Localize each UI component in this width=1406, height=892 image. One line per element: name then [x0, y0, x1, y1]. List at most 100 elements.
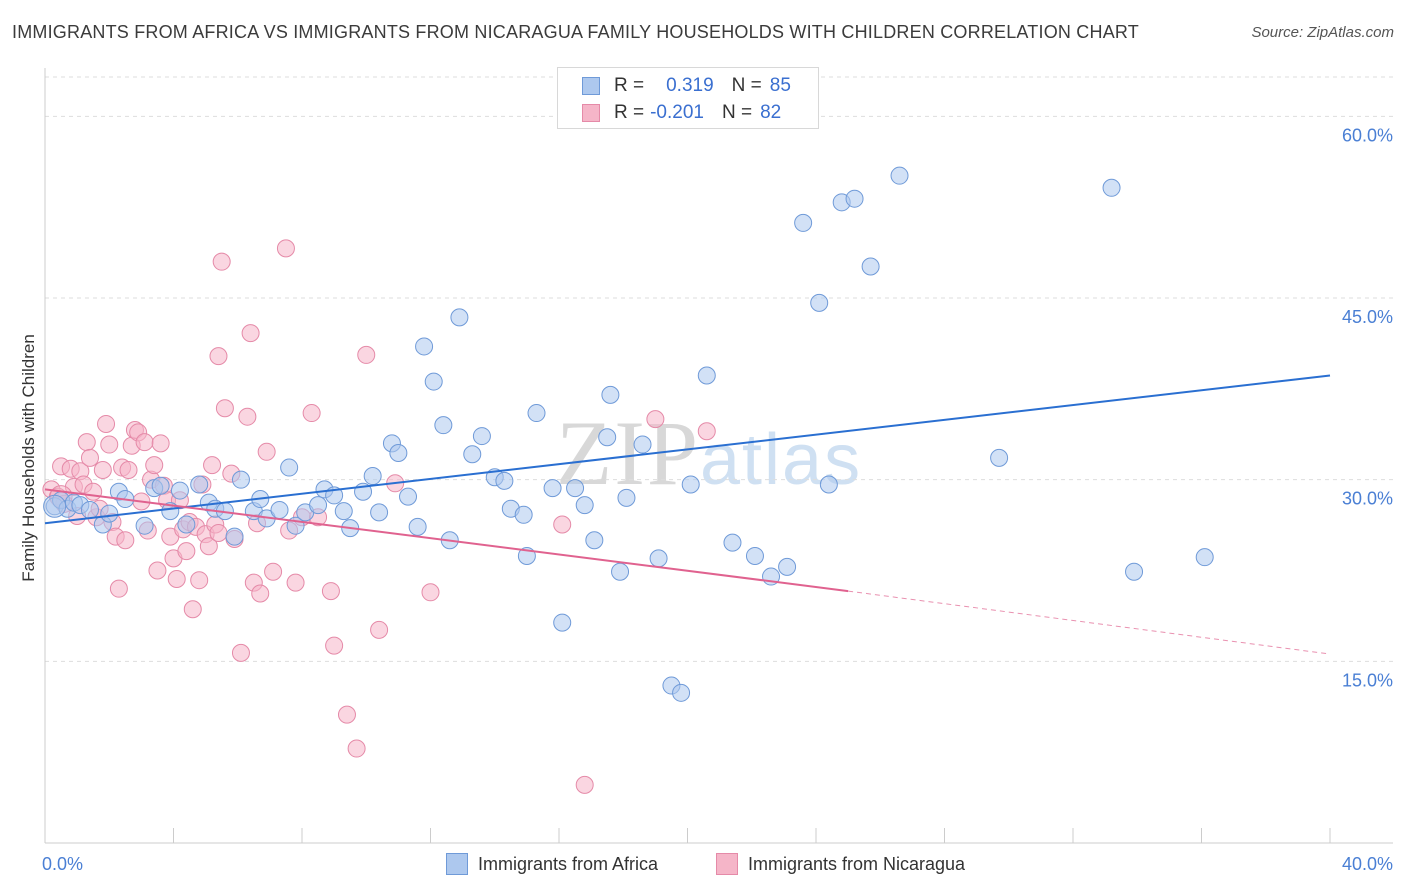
legend-r-label: R = — [614, 75, 645, 96]
data-point-africa — [170, 481, 189, 500]
x-tick-label: 0.0% — [42, 854, 83, 874]
grid-lines — [45, 76, 1393, 662]
data-point-africa — [135, 516, 154, 535]
legend-item-nicaragua[interactable]: Immigrants from Nicaragua — [716, 853, 965, 875]
data-point-nicaragua — [286, 573, 305, 592]
legend-r-value: -0.201 — [650, 102, 704, 123]
data-point-nicaragua — [553, 515, 572, 534]
data-point-africa — [649, 549, 668, 568]
data-point-africa — [672, 683, 691, 702]
data-point-africa — [80, 500, 99, 519]
trend-lines — [44, 374, 1331, 655]
data-point-nicaragua — [697, 422, 716, 441]
legend-n-label: N = — [721, 102, 753, 123]
data-point-africa — [177, 515, 196, 534]
axes — [44, 68, 1393, 844]
data-point-nicaragua — [167, 569, 186, 588]
axis-labels: 15.0% 30.0% 45.0% 60.0% 0.0% 40.0% Family Hous… — [19, 125, 1393, 874]
data-point-africa — [1125, 562, 1144, 581]
data-point-africa — [745, 546, 764, 565]
legend-label-africa: Immigrants from Africa — [478, 853, 659, 874]
data-point-nicaragua — [209, 523, 228, 542]
data-point-africa — [434, 416, 453, 435]
data-point-nicaragua — [84, 482, 103, 501]
legend-label-nicaragua: Immigrants from Nicaragua — [748, 853, 966, 874]
data-point-africa — [1102, 178, 1121, 197]
legend-item-africa[interactable]: Immigrants from Africa — [446, 853, 658, 875]
data-point-africa — [778, 557, 797, 576]
legend-r-label: R = — [614, 102, 645, 123]
data-point-africa — [450, 308, 469, 327]
data-point-nicaragua — [575, 775, 594, 794]
data-point-nicaragua — [100, 435, 119, 454]
legend-swatch-africa — [582, 77, 600, 95]
legend-n-label: N = — [731, 75, 762, 96]
data-point-africa — [527, 404, 546, 423]
legend-stats: R = 0.319 N = 85 R = -0.201 N = 82 — [557, 67, 819, 129]
data-point-nicaragua — [337, 705, 356, 724]
data-point-nicaragua — [212, 252, 231, 271]
legend-swatch-africa — [446, 853, 468, 875]
data-point-africa — [424, 372, 443, 391]
y-tick-label: 30.0% — [1342, 489, 1393, 509]
legend-r-value: 0.319 — [666, 75, 714, 96]
data-point-africa — [334, 502, 353, 521]
legend-n-value: 82 — [760, 102, 782, 123]
data-point-africa — [845, 189, 864, 208]
legend-row-africa: R = 0.319 N = 85 — [582, 73, 791, 99]
series-africa-points — [43, 166, 1214, 702]
data-point-nicaragua — [148, 561, 167, 580]
data-point-africa — [408, 517, 427, 536]
data-point-africa — [810, 293, 829, 312]
data-point-nicaragua — [241, 324, 260, 343]
data-point-africa — [495, 471, 514, 490]
source-label: Source: ZipAtlas.com — [1251, 24, 1394, 41]
data-point-nicaragua — [276, 239, 295, 258]
data-point-nicaragua — [370, 620, 389, 639]
data-point-nicaragua — [109, 579, 128, 598]
data-point-africa — [415, 337, 434, 356]
data-point-africa — [617, 488, 636, 507]
data-point-nicaragua — [646, 410, 665, 429]
legend-swatch-nicaragua — [582, 104, 600, 122]
data-point-africa — [309, 496, 328, 515]
legend-row-nicaragua: R = -0.201 N = 82 — [582, 100, 781, 126]
data-point-africa — [601, 385, 620, 404]
data-point-nicaragua — [421, 583, 440, 602]
data-point-nicaragua — [264, 562, 283, 581]
data-point-africa — [819, 475, 838, 494]
y-tick-label: 45.0% — [1342, 307, 1393, 327]
data-point-africa — [543, 479, 562, 498]
data-point-africa — [585, 531, 604, 550]
y-tick-label: 15.0% — [1342, 670, 1393, 690]
data-point-africa — [100, 504, 119, 523]
data-point-nicaragua — [145, 456, 164, 475]
data-point-nicaragua — [80, 448, 99, 467]
data-point-nicaragua — [116, 531, 135, 550]
data-point-africa — [43, 494, 67, 518]
data-point-africa — [472, 427, 491, 446]
data-point-africa — [890, 166, 909, 185]
y-tick-label: 60.0% — [1342, 125, 1393, 145]
chart-title: IMMIGRANTS FROM AFRICA VS IMMIGRANTS FRO… — [12, 22, 1139, 42]
data-point-nicaragua — [238, 407, 257, 426]
data-point-africa — [611, 562, 630, 581]
data-point-africa — [399, 487, 418, 506]
legend-n-value: 85 — [769, 75, 791, 96]
data-point-africa — [514, 505, 533, 524]
data-point-africa — [161, 502, 180, 521]
data-point-africa — [723, 533, 742, 552]
data-point-africa — [575, 496, 594, 515]
legend-swatch-nicaragua — [716, 853, 738, 875]
data-point-nicaragua — [347, 739, 366, 758]
data-point-nicaragua — [177, 542, 196, 561]
data-point-africa — [151, 476, 170, 495]
data-point-nicaragua — [183, 600, 202, 619]
data-point-africa — [363, 467, 382, 486]
data-point-africa — [225, 527, 244, 546]
data-point-africa — [190, 475, 209, 494]
data-point-nicaragua — [93, 460, 112, 479]
data-point-africa — [794, 213, 813, 232]
data-point-africa — [280, 458, 299, 477]
